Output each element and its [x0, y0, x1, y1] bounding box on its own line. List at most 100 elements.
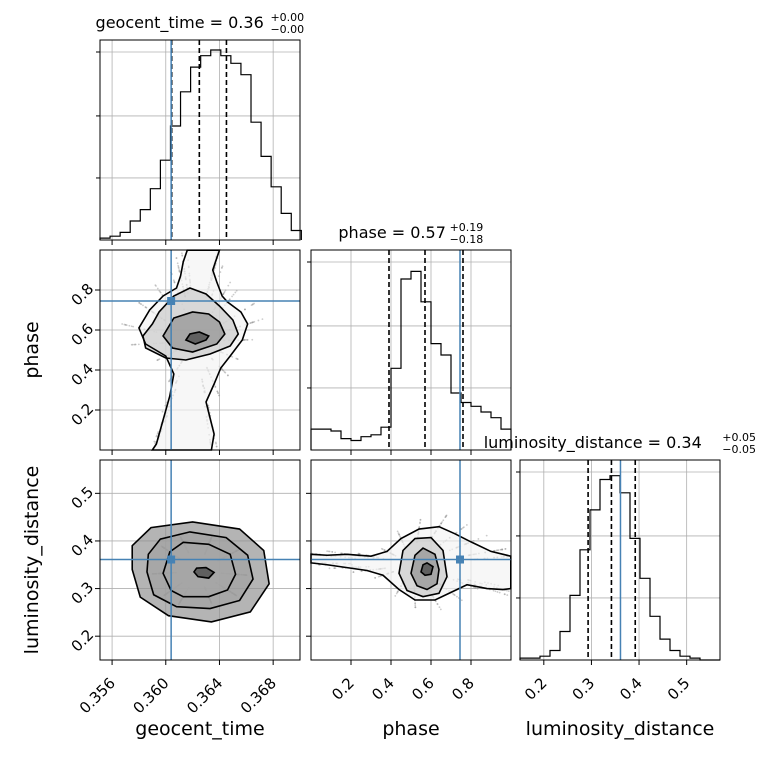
- panel-frame: [99, 39, 301, 241]
- histogram-phase: [310, 270, 512, 450]
- sample-point: [228, 298, 231, 301]
- sample-point: [453, 593, 455, 596]
- title-plus: +0.05: [722, 431, 756, 444]
- y-tick-label: 0.4: [68, 360, 98, 390]
- sample-point: [465, 524, 468, 526]
- sample-point: [414, 602, 417, 605]
- contour-level: [410, 547, 440, 591]
- title-minus: −0.00: [270, 23, 304, 36]
- sample-point: [507, 590, 510, 592]
- sample-point: [246, 338, 249, 341]
- sample-point: [142, 304, 144, 307]
- sample-point: [216, 390, 219, 393]
- panel-frame: [310, 459, 512, 661]
- sample-point: [394, 595, 397, 597]
- sample-point: [395, 592, 398, 595]
- sample-point: [231, 295, 233, 298]
- sample-point: [326, 550, 329, 552]
- sample-point: [155, 285, 157, 287]
- contour-level: [138, 249, 249, 451]
- x-tick-label: 0.368: [237, 674, 280, 717]
- title-name: geocent_time: [96, 13, 205, 33]
- sample-point: [418, 526, 421, 529]
- title-main: luminosity_distance = 0.34: [484, 433, 702, 453]
- x-tick-label: 0.5: [664, 674, 694, 704]
- x-tick-label: 0.4: [368, 674, 398, 704]
- sample-point: [414, 606, 417, 609]
- sample-point: [222, 369, 225, 372]
- sample-point: [261, 318, 264, 321]
- sample-point: [419, 518, 422, 521]
- sample-point: [498, 591, 501, 594]
- sample-point: [374, 577, 377, 579]
- sample-point: [414, 604, 417, 607]
- sample-point: [383, 549, 386, 552]
- contour-level: [162, 541, 237, 598]
- sample-point: [492, 589, 495, 592]
- sample-point: [485, 534, 488, 537]
- histogram-geocent_time: [99, 49, 302, 240]
- density-fill: [163, 312, 225, 352]
- sample-point: [245, 338, 247, 341]
- sample-point: [214, 441, 217, 444]
- title-main: phase = 0.57: [338, 223, 445, 242]
- sample-point: [161, 410, 164, 413]
- sample-point: [352, 571, 355, 574]
- title-equals: =: [205, 13, 229, 32]
- sample-point: [214, 386, 217, 388]
- title-value: 0.34: [666, 433, 702, 452]
- sample-point: [334, 551, 337, 554]
- panel-title: geocent_time = 0.36 +0.00−0.00: [96, 11, 305, 36]
- sample-point: [156, 359, 159, 361]
- sample-point: [173, 281, 176, 284]
- sample-point: [219, 271, 222, 273]
- sample-point: [251, 321, 253, 324]
- sample-point: [177, 266, 180, 268]
- sample-point: [234, 291, 237, 294]
- sample-point: [134, 343, 137, 346]
- y-tick-label: 0.6: [68, 320, 98, 350]
- x-tick-label: 0.2: [521, 674, 551, 704]
- sample-point: [462, 526, 465, 529]
- title-value: 0.36: [228, 13, 264, 32]
- sample-point: [130, 325, 133, 328]
- sample-point: [181, 254, 184, 257]
- sample-point: [419, 521, 421, 524]
- sample-point: [434, 600, 437, 603]
- sample-point: [397, 532, 400, 535]
- sample-point: [250, 304, 253, 307]
- x-tick-label: 0.4: [616, 674, 646, 704]
- sample-point: [257, 319, 260, 322]
- truth-marker: [167, 555, 176, 564]
- sample-point: [442, 519, 445, 522]
- sample-point: [132, 325, 135, 328]
- sample-point: [175, 257, 178, 259]
- sample-point: [357, 552, 360, 555]
- sample-point: [399, 535, 401, 538]
- sample-point: [327, 550, 330, 553]
- sample-point: [506, 594, 509, 596]
- sample-point: [144, 306, 147, 308]
- y-tick-label: 0.2: [68, 400, 98, 430]
- sample-point: [457, 597, 460, 599]
- x-tick-label: 0.6: [408, 674, 438, 704]
- sample-point: [249, 322, 252, 325]
- sample-point: [445, 515, 447, 518]
- sample-point: [477, 538, 480, 540]
- panel-frame: [519, 459, 721, 661]
- contour-level: [146, 531, 254, 610]
- truth-marker: [456, 555, 464, 564]
- sample-point: [244, 308, 246, 311]
- x-tick-label: 0.356: [76, 674, 119, 717]
- sample-point: [504, 548, 507, 550]
- sample-point: [220, 267, 223, 269]
- sample-point: [496, 591, 499, 593]
- y-axis-label: luminosity_distance: [21, 466, 43, 655]
- sample-point: [460, 599, 463, 602]
- panel-title: luminosity_distance = 0.34 +0.05−0.05: [484, 431, 756, 456]
- y-tick-label: 0.8: [68, 280, 98, 310]
- sample-point: [172, 279, 175, 282]
- sample-point: [331, 551, 334, 553]
- sample-point: [223, 290, 226, 293]
- x-tick-label: 0.8: [448, 674, 478, 704]
